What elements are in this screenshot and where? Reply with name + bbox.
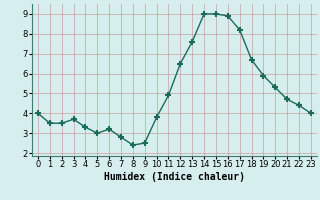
X-axis label: Humidex (Indice chaleur): Humidex (Indice chaleur) bbox=[104, 172, 245, 182]
